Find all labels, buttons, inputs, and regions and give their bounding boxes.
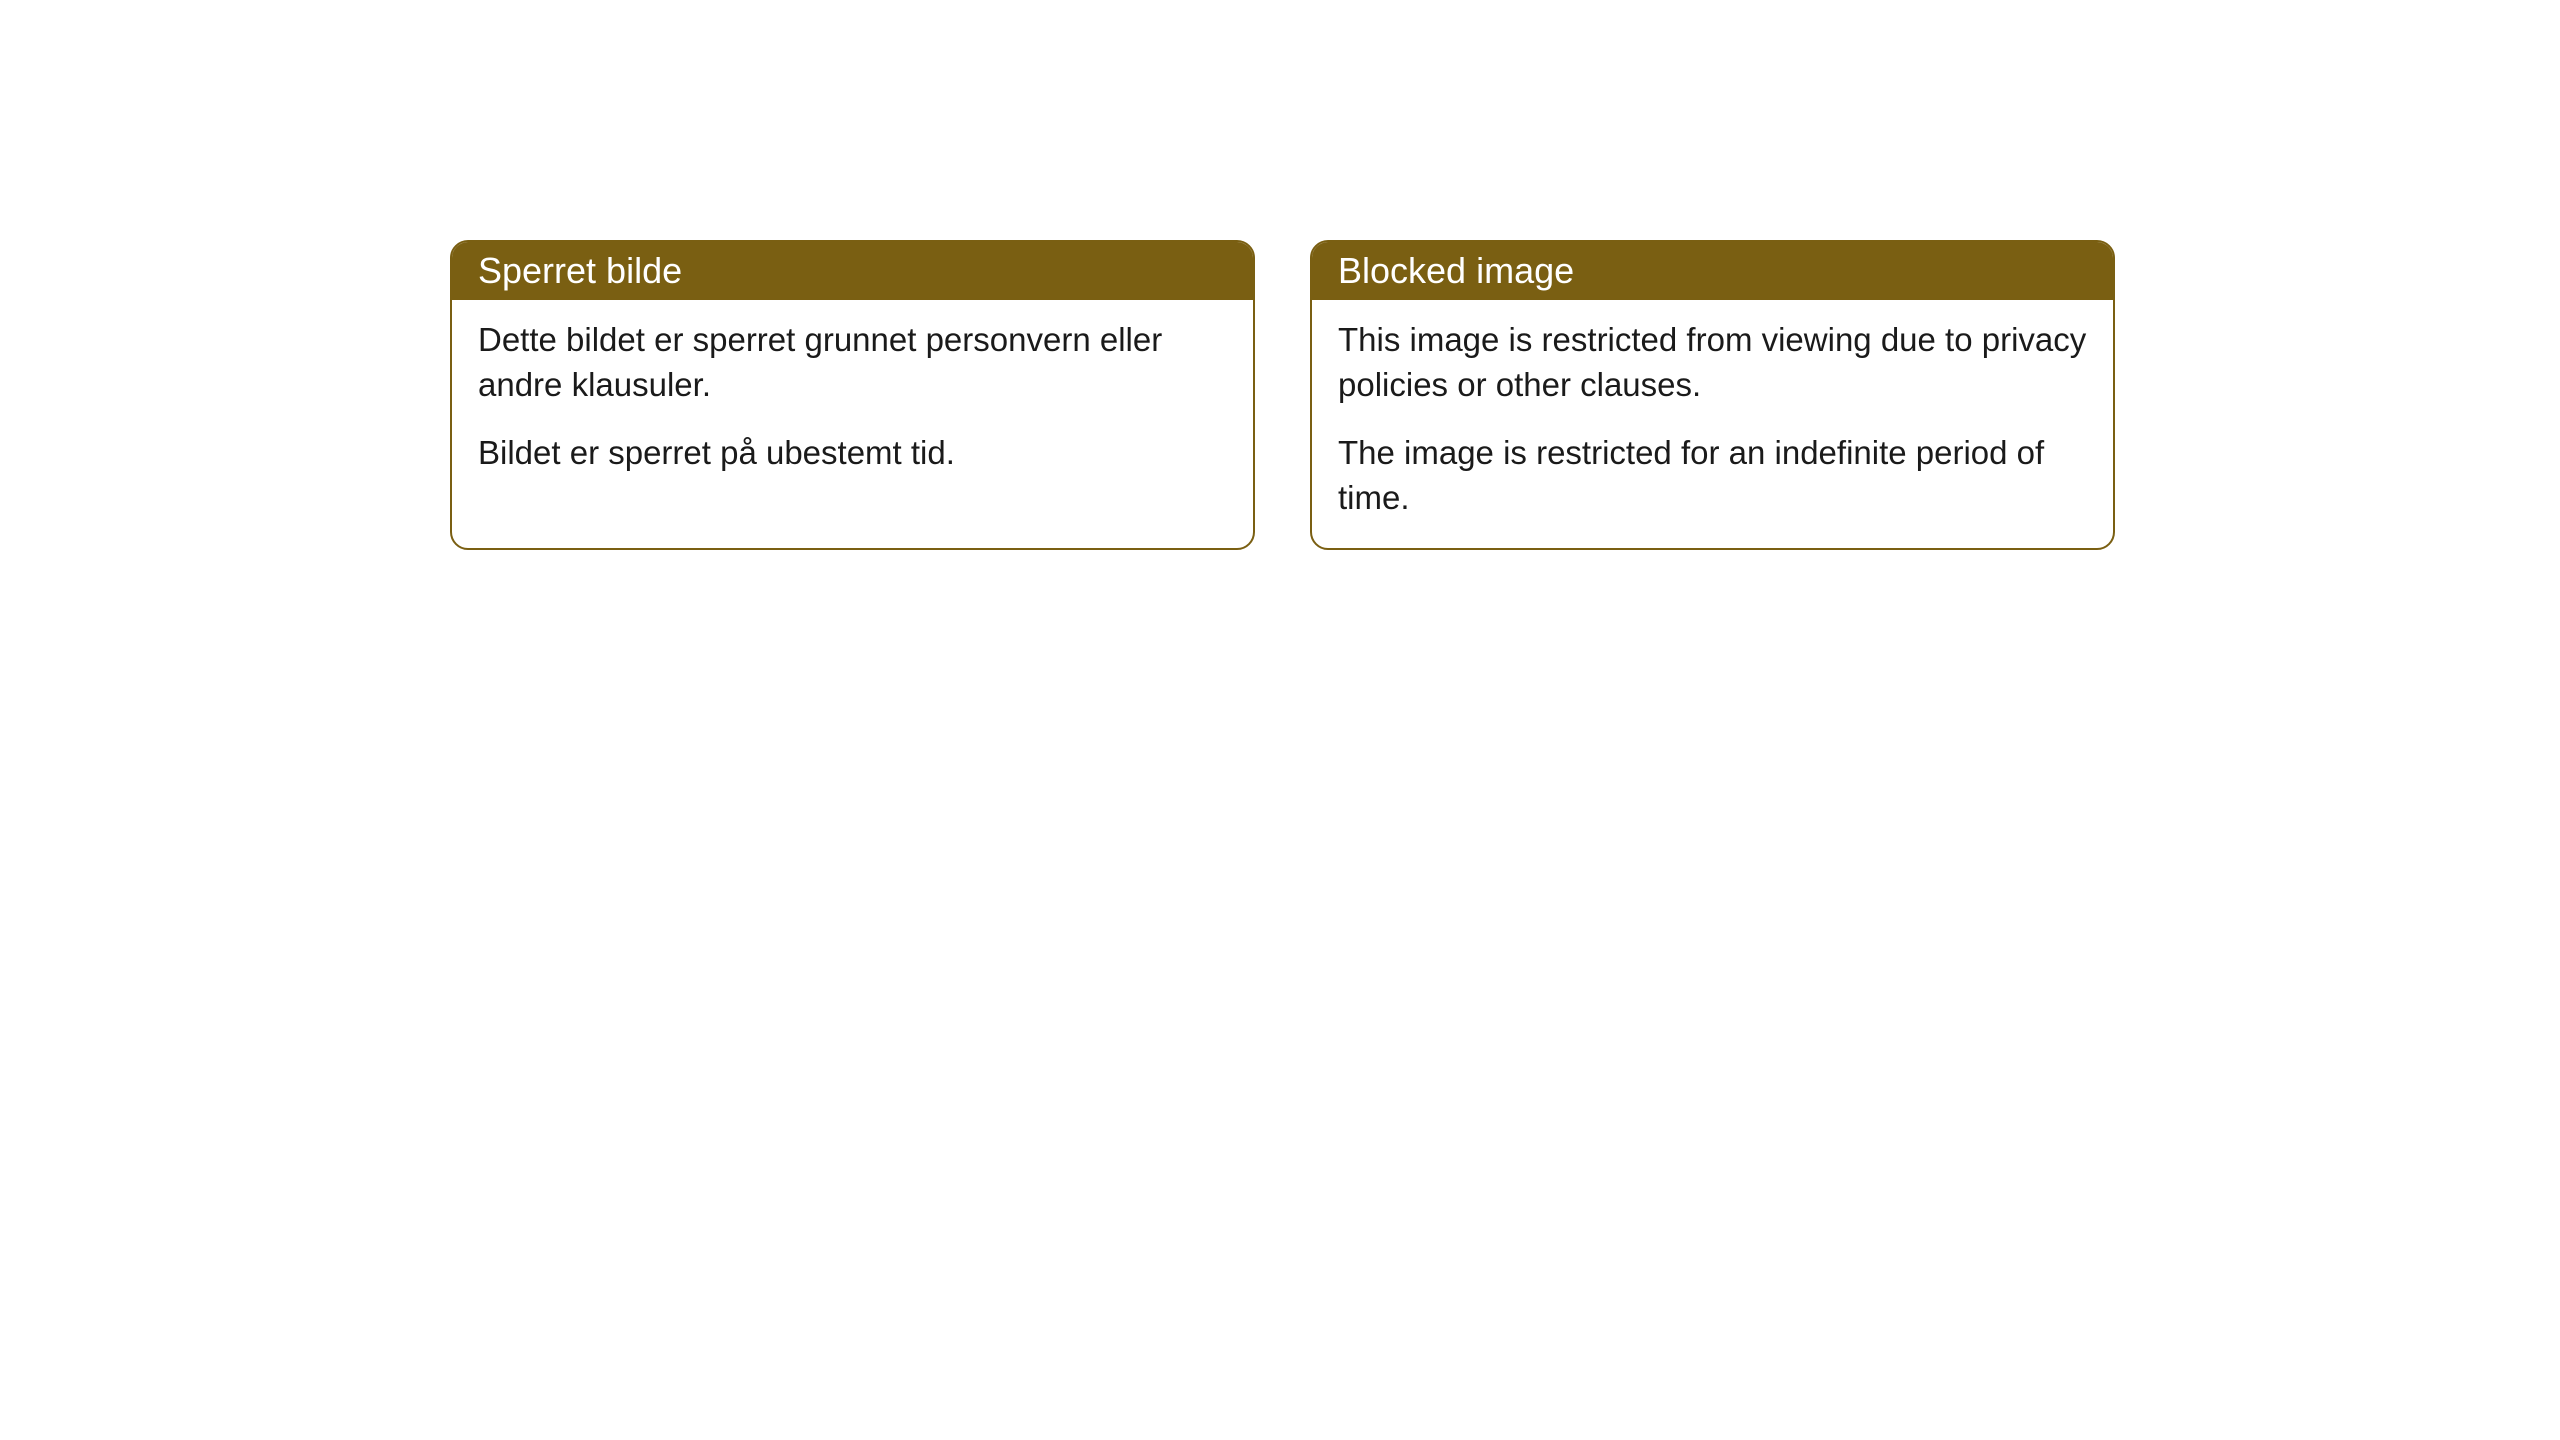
blocked-image-card-english: Blocked image This image is restricted f… (1310, 240, 2115, 550)
card-paragraph-1: Dette bildet er sperret grunnet personve… (478, 318, 1227, 407)
card-header-norwegian: Sperret bilde (452, 242, 1253, 300)
card-paragraph-2: The image is restricted for an indefinit… (1338, 431, 2087, 520)
card-paragraph-2: Bildet er sperret på ubestemt tid. (478, 431, 1227, 476)
card-paragraph-1: This image is restricted from viewing du… (1338, 318, 2087, 407)
card-body-english: This image is restricted from viewing du… (1312, 300, 2113, 548)
card-header-english: Blocked image (1312, 242, 2113, 300)
blocked-image-card-norwegian: Sperret bilde Dette bildet er sperret gr… (450, 240, 1255, 550)
cards-container: Sperret bilde Dette bildet er sperret gr… (450, 240, 2115, 550)
card-body-norwegian: Dette bildet er sperret grunnet personve… (452, 300, 1253, 504)
